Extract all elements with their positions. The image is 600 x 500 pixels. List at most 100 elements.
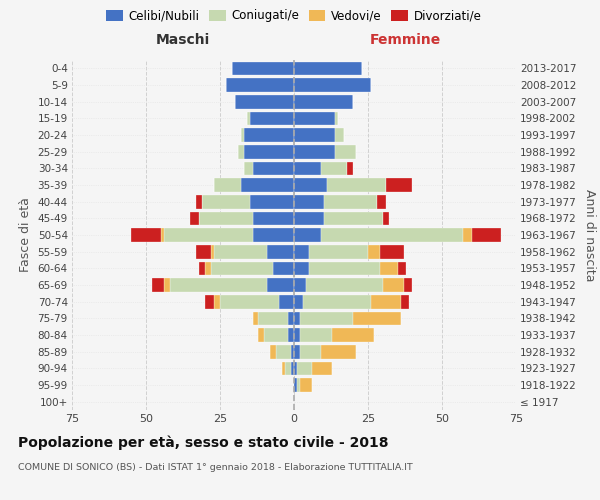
Bar bbox=[294, 128, 335, 142]
Bar bbox=[335, 128, 344, 142]
Bar bbox=[170, 278, 268, 292]
Bar bbox=[294, 362, 297, 375]
Y-axis label: Anni di nascita: Anni di nascita bbox=[583, 188, 596, 281]
Bar bbox=[241, 128, 244, 142]
Bar bbox=[259, 312, 288, 325]
Text: COMUNE DI SONICO (BS) - Dati ISTAT 1° gennaio 2018 - Elaborazione TUTTITALIA.IT: COMUNE DI SONICO (BS) - Dati ISTAT 1° ge… bbox=[18, 462, 413, 471]
Bar bbox=[309, 245, 368, 258]
Bar bbox=[259, 328, 265, 342]
Bar bbox=[294, 345, 300, 358]
Bar bbox=[347, 162, 353, 175]
Bar bbox=[335, 145, 356, 158]
Bar bbox=[164, 228, 253, 242]
Bar bbox=[297, 362, 312, 375]
Bar bbox=[285, 362, 291, 375]
Bar bbox=[205, 262, 211, 275]
Bar bbox=[294, 145, 335, 158]
Bar bbox=[320, 228, 463, 242]
Bar bbox=[288, 328, 294, 342]
Bar bbox=[294, 278, 306, 292]
Bar bbox=[323, 212, 383, 225]
Bar bbox=[294, 112, 335, 125]
Bar bbox=[463, 228, 472, 242]
Bar bbox=[268, 278, 294, 292]
Bar bbox=[294, 95, 353, 108]
Bar bbox=[291, 345, 294, 358]
Bar bbox=[377, 195, 386, 208]
Bar bbox=[214, 245, 268, 258]
Bar bbox=[472, 228, 501, 242]
Text: Femmine: Femmine bbox=[370, 32, 440, 46]
Bar bbox=[294, 162, 320, 175]
Bar bbox=[297, 378, 300, 392]
Bar bbox=[368, 245, 380, 258]
Y-axis label: Fasce di età: Fasce di età bbox=[19, 198, 32, 272]
Bar bbox=[332, 328, 374, 342]
Bar bbox=[232, 62, 294, 75]
Bar bbox=[265, 328, 288, 342]
Bar bbox=[294, 228, 320, 242]
Bar bbox=[294, 312, 300, 325]
Bar bbox=[371, 295, 401, 308]
Bar bbox=[244, 128, 294, 142]
Bar bbox=[190, 212, 199, 225]
Bar bbox=[320, 162, 347, 175]
Bar bbox=[211, 262, 273, 275]
Bar bbox=[323, 195, 377, 208]
Bar bbox=[309, 262, 380, 275]
Bar bbox=[294, 262, 309, 275]
Bar bbox=[335, 112, 338, 125]
Bar bbox=[253, 228, 294, 242]
Bar bbox=[220, 295, 279, 308]
Bar bbox=[294, 328, 300, 342]
Text: Popolazione per età, sesso e stato civile - 2018: Popolazione per età, sesso e stato civil… bbox=[18, 435, 389, 450]
Bar bbox=[164, 278, 170, 292]
Bar bbox=[291, 362, 294, 375]
Bar bbox=[303, 295, 371, 308]
Bar bbox=[288, 312, 294, 325]
Bar bbox=[214, 178, 241, 192]
Bar bbox=[294, 245, 309, 258]
Bar bbox=[300, 345, 320, 358]
Bar bbox=[226, 78, 294, 92]
Bar bbox=[205, 295, 214, 308]
Bar bbox=[282, 362, 285, 375]
Bar bbox=[241, 178, 294, 192]
Bar bbox=[211, 245, 214, 258]
Bar bbox=[253, 212, 294, 225]
Bar bbox=[199, 212, 253, 225]
Bar bbox=[202, 195, 250, 208]
Bar bbox=[294, 62, 362, 75]
Bar bbox=[300, 312, 353, 325]
Bar bbox=[214, 295, 220, 308]
Bar bbox=[235, 95, 294, 108]
Bar bbox=[161, 228, 164, 242]
Bar bbox=[380, 262, 398, 275]
Bar bbox=[404, 278, 412, 292]
Bar bbox=[276, 345, 291, 358]
Text: Maschi: Maschi bbox=[156, 32, 210, 46]
Bar bbox=[383, 212, 389, 225]
Bar bbox=[199, 262, 205, 275]
Bar bbox=[401, 295, 409, 308]
Bar bbox=[294, 295, 303, 308]
Bar bbox=[294, 195, 323, 208]
Bar bbox=[250, 195, 294, 208]
Bar bbox=[383, 278, 404, 292]
Bar bbox=[300, 378, 312, 392]
Bar bbox=[247, 112, 250, 125]
Bar bbox=[273, 262, 294, 275]
Bar bbox=[271, 345, 276, 358]
Bar bbox=[253, 312, 259, 325]
Bar bbox=[253, 162, 294, 175]
Bar bbox=[320, 345, 356, 358]
Bar bbox=[131, 228, 161, 242]
Bar bbox=[300, 328, 332, 342]
Bar bbox=[238, 145, 244, 158]
Bar bbox=[294, 78, 371, 92]
Bar bbox=[398, 262, 406, 275]
Bar bbox=[294, 178, 326, 192]
Bar bbox=[244, 145, 294, 158]
Bar bbox=[152, 278, 164, 292]
Bar bbox=[326, 178, 386, 192]
